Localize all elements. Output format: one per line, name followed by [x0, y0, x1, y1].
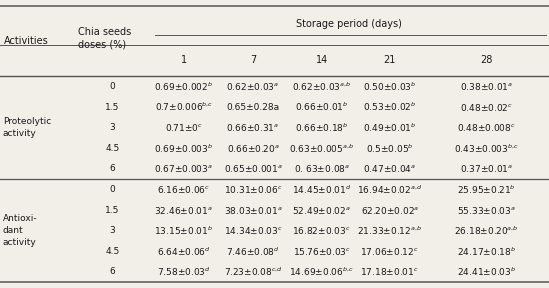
Text: 0.65±0.28a: 0.65±0.28a [227, 103, 279, 112]
Text: 0.7±0.006$^{\mathit{b{,}c}}$: 0.7±0.006$^{\mathit{b{,}c}}$ [155, 101, 213, 113]
Text: 6.64±0.06$^{\mathit{d}}$: 6.64±0.06$^{\mathit{d}}$ [157, 245, 211, 257]
Text: 16.82±0.03$^{\mathit{c}}$: 16.82±0.03$^{\mathit{c}}$ [293, 225, 351, 236]
Text: 10.31±0.06$^{\mathit{c}}$: 10.31±0.06$^{\mathit{c}}$ [223, 184, 283, 195]
Text: Storage period (days): Storage period (days) [296, 19, 402, 29]
Text: 13.15±0.01$^{\mathit{b}}$: 13.15±0.01$^{\mathit{b}}$ [154, 225, 214, 237]
Text: 28: 28 [480, 56, 492, 65]
Text: 0.48±0.008$^{\mathit{c}}$: 0.48±0.008$^{\mathit{c}}$ [457, 122, 516, 133]
Text: 0.37±0.01$^{\mathit{a}}$: 0.37±0.01$^{\mathit{a}}$ [460, 164, 513, 175]
Text: 0.62±0.03$^{\mathit{a{,}b}}$: 0.62±0.03$^{\mathit{a{,}b}}$ [292, 80, 351, 93]
Text: Activities: Activities [4, 36, 49, 46]
Text: 7: 7 [250, 56, 256, 65]
Text: 4.5: 4.5 [105, 247, 120, 256]
Text: 0.71±0$^{\mathit{c}}$: 0.71±0$^{\mathit{c}}$ [165, 122, 203, 133]
Text: 0.5±0.05$^{\mathit{b}}$: 0.5±0.05$^{\mathit{b}}$ [366, 142, 413, 155]
Text: 0.66±0.31$^{\mathit{a}}$: 0.66±0.31$^{\mathit{a}}$ [227, 122, 279, 133]
Text: 55.33±0.03$^{\mathit{a}}$: 55.33±0.03$^{\mathit{a}}$ [457, 205, 516, 216]
Text: 0.50±0.03$^{\mathit{b}}$: 0.50±0.03$^{\mathit{b}}$ [363, 80, 417, 93]
Text: 24.41±0.03$^{\mathit{b}}$: 24.41±0.03$^{\mathit{b}}$ [457, 266, 516, 278]
Text: 0.69±0.003$^{\mathit{b}}$: 0.69±0.003$^{\mathit{b}}$ [154, 142, 214, 155]
Text: 0: 0 [110, 82, 115, 91]
Text: 0.66±0.20$^{\mathit{a}}$: 0.66±0.20$^{\mathit{a}}$ [227, 143, 279, 154]
Text: 3: 3 [110, 226, 115, 235]
Text: 17.18±0.01$^{\mathit{c}}$: 17.18±0.01$^{\mathit{c}}$ [360, 266, 419, 277]
Text: 14.34±0.03$^{\mathit{c}}$: 14.34±0.03$^{\mathit{c}}$ [223, 225, 283, 236]
Text: 6: 6 [110, 268, 115, 276]
Text: 0.66±0.01$^{\mathit{b}}$: 0.66±0.01$^{\mathit{b}}$ [295, 101, 349, 113]
Text: 6.16±0.06$^{\mathit{c}}$: 6.16±0.06$^{\mathit{c}}$ [158, 184, 210, 195]
Text: 15.76±0.03$^{\mathit{c}}$: 15.76±0.03$^{\mathit{c}}$ [293, 246, 351, 257]
Text: 0.62±0.03$^{\mathit{a}}$: 0.62±0.03$^{\mathit{a}}$ [227, 81, 279, 92]
Text: 21.33±0.12$^{\mathit{a{,}b}}$: 21.33±0.12$^{\mathit{a{,}b}}$ [357, 225, 422, 237]
Text: 1.5: 1.5 [105, 206, 120, 215]
Text: 6: 6 [110, 164, 115, 173]
Text: 1: 1 [181, 56, 187, 65]
Text: 0.47±0.04$^{\mathit{a}}$: 0.47±0.04$^{\mathit{a}}$ [363, 164, 416, 175]
Text: 0.38±0.01$^{\mathit{a}}$: 0.38±0.01$^{\mathit{a}}$ [460, 81, 513, 92]
Text: 26.18±0.20$^{\mathit{a{,}b}}$: 26.18±0.20$^{\mathit{a{,}b}}$ [454, 225, 519, 237]
Text: 0.63±0.005$^{\mathit{a{,}b}}$: 0.63±0.005$^{\mathit{a{,}b}}$ [289, 142, 354, 155]
Text: Proteolytic
activity: Proteolytic activity [3, 118, 51, 138]
Text: 3: 3 [110, 123, 115, 132]
Text: 0.49±0.01$^{\mathit{b}}$: 0.49±0.01$^{\mathit{b}}$ [363, 122, 417, 134]
Text: 7.23±0.08$^{\mathit{c{,}d}}$: 7.23±0.08$^{\mathit{c{,}d}}$ [223, 266, 283, 278]
Text: 52.49±0.02$^{\mathit{a}}$: 52.49±0.02$^{\mathit{a}}$ [292, 205, 351, 216]
Text: 7.46±0.08$^{\mathit{d}}$: 7.46±0.08$^{\mathit{d}}$ [226, 245, 280, 257]
Text: 0.43±0.003$^{\mathit{b{,}c}}$: 0.43±0.003$^{\mathit{b{,}c}}$ [454, 142, 519, 155]
Text: 0.67±0.003$^{\mathit{a}}$: 0.67±0.003$^{\mathit{a}}$ [154, 164, 214, 175]
Text: 16.94±0.02$^{\mathit{a{,}d}}$: 16.94±0.02$^{\mathit{a{,}d}}$ [357, 183, 423, 196]
Text: Antioxi-
dant
activity: Antioxi- dant activity [3, 215, 37, 247]
Text: 14: 14 [316, 56, 328, 65]
Text: 17.06±0.12$^{\mathit{c}}$: 17.06±0.12$^{\mathit{c}}$ [360, 246, 419, 257]
Text: 24.17±0.18$^{\mathit{b}}$: 24.17±0.18$^{\mathit{b}}$ [457, 245, 516, 257]
Text: 21: 21 [384, 56, 396, 65]
Text: 0. 63±0.08$^{\mathit{a}}$: 0. 63±0.08$^{\mathit{a}}$ [294, 164, 350, 175]
Text: 62.20±0.02$^{\mathit{a}}$: 62.20±0.02$^{\mathit{a}}$ [361, 205, 419, 216]
Text: 14.69±0.06$^{\mathit{b{,}c}}$: 14.69±0.06$^{\mathit{b{,}c}}$ [289, 266, 354, 278]
Text: 0.69±0.002$^{\mathit{b}}$: 0.69±0.002$^{\mathit{b}}$ [154, 80, 214, 93]
Text: 1.5: 1.5 [105, 103, 120, 112]
Text: 7.58±0.03$^{\mathit{d}}$: 7.58±0.03$^{\mathit{d}}$ [157, 266, 211, 278]
Text: 0.53±0.02$^{\mathit{b}}$: 0.53±0.02$^{\mathit{b}}$ [363, 101, 417, 113]
Text: 4.5: 4.5 [105, 144, 120, 153]
Text: 0: 0 [110, 185, 115, 194]
Text: 38.03±0.01$^{\mathit{a}}$: 38.03±0.01$^{\mathit{a}}$ [223, 205, 283, 216]
Text: 25.95±0.21$^{\mathit{b}}$: 25.95±0.21$^{\mathit{b}}$ [457, 183, 516, 196]
Text: Chia seeds
doses (%): Chia seeds doses (%) [78, 26, 131, 50]
Text: 0.66±0.18$^{\mathit{b}}$: 0.66±0.18$^{\mathit{b}}$ [295, 122, 349, 134]
Text: 32.46±0.01$^{\mathit{a}}$: 32.46±0.01$^{\mathit{a}}$ [154, 205, 214, 216]
Text: 14.45±0.01$^{\mathit{d}}$: 14.45±0.01$^{\mathit{d}}$ [292, 183, 351, 196]
Text: 0.65±0.001$^{\mathit{a}}$: 0.65±0.001$^{\mathit{a}}$ [223, 164, 283, 175]
Text: 0.48±0.02$^{\mathit{c}}$: 0.48±0.02$^{\mathit{c}}$ [460, 102, 513, 113]
